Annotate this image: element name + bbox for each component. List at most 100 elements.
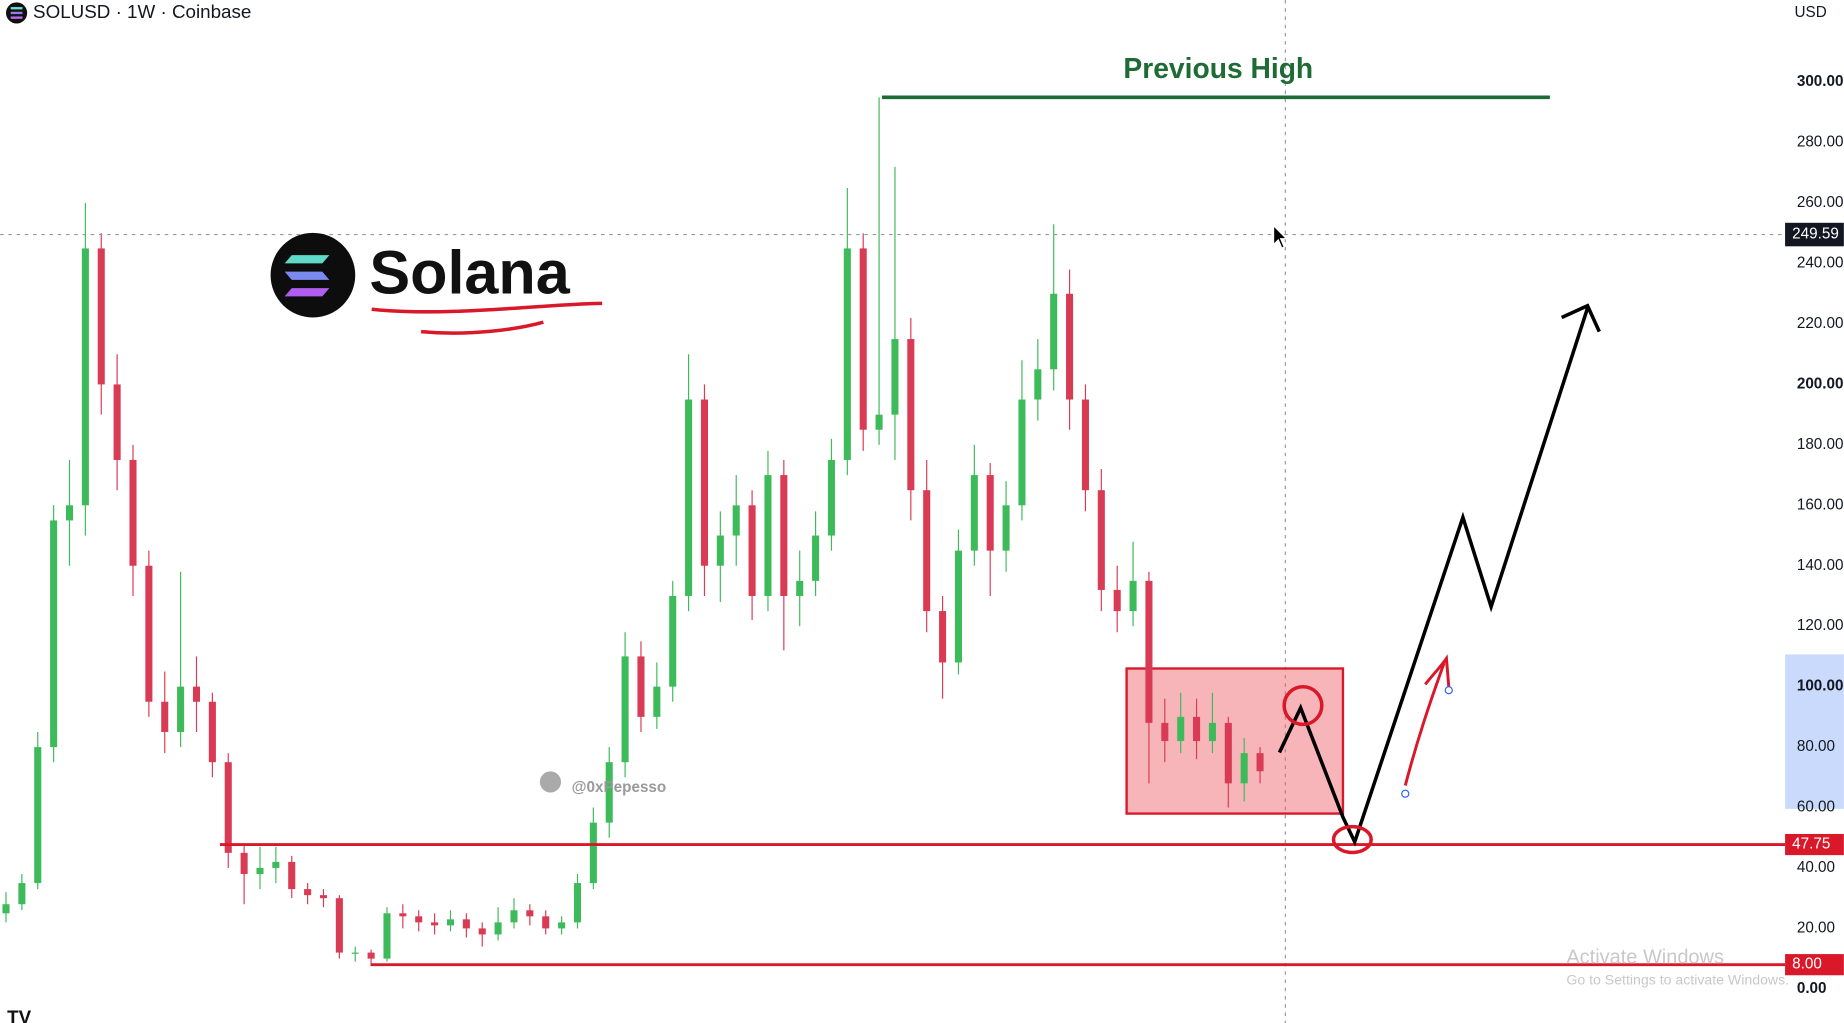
candle-body [256, 867, 264, 875]
candle-body [1050, 293, 1058, 370]
y-tick-label: 0.00 [1797, 980, 1827, 997]
candle-body [367, 952, 375, 959]
candle-body [192, 686, 201, 702]
candle-body [34, 747, 42, 884]
candle-body [843, 248, 851, 460]
y-tick-label: 140.00 [1797, 557, 1844, 574]
candle-body [732, 505, 740, 536]
y-tick-label: 80.00 [1797, 738, 1835, 755]
candle-body [812, 535, 820, 581]
axis-highlight [1785, 654, 1844, 809]
candle-body [50, 520, 58, 748]
logo-bar [284, 271, 330, 280]
icon-bar [10, 16, 23, 19]
icon-bar [10, 11, 23, 15]
y-tick-label: 160.00 [1797, 496, 1844, 513]
candle-body [891, 339, 899, 415]
candle-body [335, 898, 343, 953]
candle-body [1193, 716, 1201, 742]
candle-body [1224, 722, 1232, 784]
candle-body [685, 399, 693, 596]
price-label-box [1785, 833, 1844, 856]
red-arrow [1403, 654, 1451, 786]
candle-body [351, 952, 359, 954]
candle-body [208, 701, 216, 763]
y-tick-label: 300.00 [1797, 73, 1844, 90]
previous-high-label: Previous High [1123, 52, 1313, 84]
zone-box [1125, 667, 1345, 815]
candle-body [939, 611, 947, 663]
candle-body [1113, 589, 1121, 612]
candle-body [923, 490, 931, 612]
candle-body [796, 580, 804, 596]
candle-body [1129, 580, 1137, 612]
cursor [1272, 224, 1288, 249]
candle-body [272, 861, 280, 868]
candle-body [399, 913, 407, 917]
y-tick-label: 260.00 [1797, 194, 1844, 211]
candle-body [478, 928, 486, 935]
watermark-icon [539, 771, 562, 793]
highlight-circle [1282, 684, 1324, 727]
candle-body [113, 384, 121, 460]
candle-body [177, 686, 185, 732]
candle-body [462, 919, 470, 929]
candle-body [986, 475, 994, 551]
candle-body [129, 459, 137, 566]
y-tick-label: 20.00 [1797, 919, 1835, 936]
candle-body [304, 889, 312, 896]
candle-body [65, 505, 74, 521]
candle-body [526, 910, 534, 917]
candle-body [415, 916, 423, 923]
logo-bar [284, 255, 330, 264]
tv-logo: TV [7, 1006, 31, 1023]
y-tick-label: 180.00 [1797, 436, 1844, 453]
crosshair-label: 249.59 [1792, 226, 1839, 243]
candle-body [1256, 753, 1264, 772]
candle-body [1208, 722, 1216, 742]
candle-body [161, 701, 169, 732]
candle-body [700, 399, 708, 566]
icon-bar [10, 7, 23, 10]
candle-body [18, 883, 26, 905]
price-label-box [1785, 954, 1844, 976]
logo-bar [284, 288, 330, 297]
y-tick-label: 100.00 [1797, 678, 1844, 695]
candle-body [1145, 580, 1153, 723]
y-tick-label: 280.00 [1797, 134, 1844, 151]
candle-body [780, 475, 788, 596]
candle-body [573, 883, 581, 923]
candle-body [875, 414, 883, 430]
candle-body [605, 762, 613, 823]
candle-body [2, 904, 10, 914]
candle-body [431, 922, 439, 926]
activation-text: Go to Settings to activate Windows. [1566, 971, 1789, 987]
candle-body [81, 248, 89, 506]
candle-body [954, 550, 962, 663]
candle-body [748, 505, 756, 596]
candle-body [907, 339, 915, 491]
candle-body [558, 922, 566, 929]
candle-body [383, 913, 391, 959]
candle-body [1034, 369, 1042, 400]
candle-body [240, 852, 248, 875]
candle-body [1161, 722, 1169, 742]
underline [420, 320, 544, 335]
candle-body [970, 475, 978, 551]
arrow-head [1560, 303, 1601, 333]
candle-body [1066, 293, 1074, 400]
crosshair-label-box [1785, 222, 1844, 247]
candle-body [446, 919, 455, 926]
candle-body [510, 910, 518, 923]
candle-body [319, 895, 328, 899]
candle-body [859, 248, 867, 430]
candle-body [764, 475, 772, 596]
activation-title: Activate Windows [1566, 947, 1724, 969]
candle-body [1240, 753, 1248, 784]
watermark: @0xPepesso [572, 779, 667, 796]
price-label: 8.00 [1792, 956, 1822, 973]
candle-body [1081, 399, 1089, 491]
y-tick-label: 60.00 [1797, 799, 1835, 816]
handle [1401, 789, 1410, 798]
